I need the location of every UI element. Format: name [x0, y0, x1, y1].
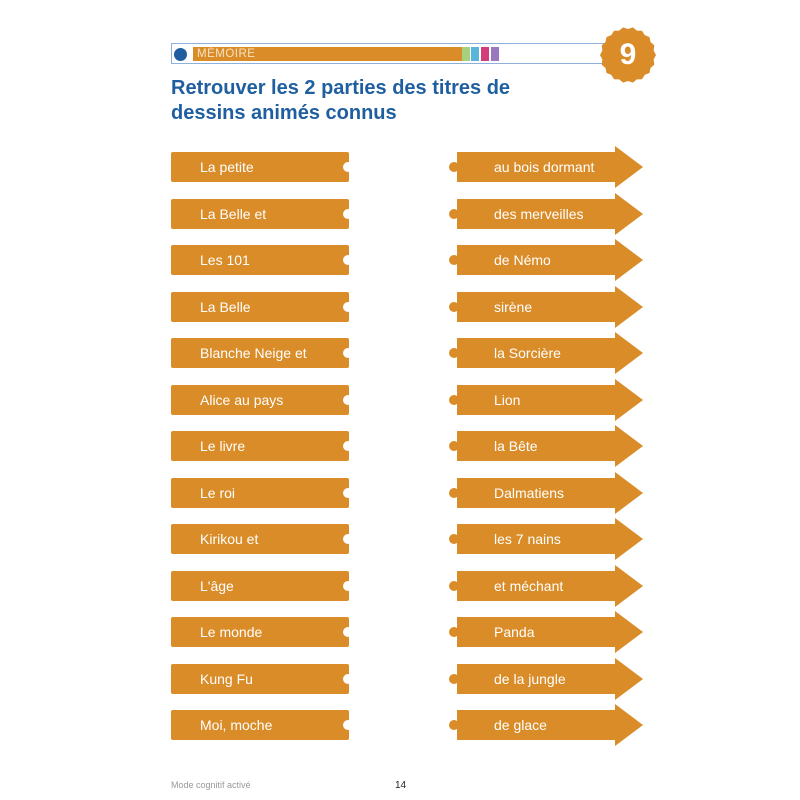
left-piece-text: Alice au pays: [200, 391, 284, 408]
left-title-piece[interactable]: Kung Fu: [171, 663, 353, 694]
arrow-shape: [449, 564, 643, 607]
left-piece-text: Le monde: [200, 624, 263, 640]
arrow-shape: [449, 471, 643, 514]
color-square-blue: [471, 47, 479, 61]
left-title-piece[interactable]: Blanche Neige et: [171, 338, 353, 368]
puzzle-notch: [343, 534, 353, 544]
puzzle-notch: [343, 301, 353, 312]
left-piece-text: Kung Fu: [200, 670, 253, 687]
left-piece-text: La Belle: [200, 298, 251, 315]
right-title-piece[interactable]: la Sorcière: [447, 332, 647, 374]
right-piece-text: et méchant: [494, 577, 564, 594]
puzzle-notch: [343, 580, 353, 591]
right-title-piece[interactable]: de glace: [447, 704, 647, 746]
right-title-piece[interactable]: des merveilles: [447, 192, 647, 235]
arrow-shape: [449, 378, 643, 421]
left-piece-text: La petite: [200, 159, 254, 175]
left-piece-text: Le roi: [200, 484, 236, 501]
left-title-piece[interactable]: L'âge: [171, 570, 353, 601]
puzzle-notch: [343, 487, 353, 498]
puzzle-notch: [343, 348, 353, 358]
right-piece-text: au bois dormant: [494, 159, 595, 175]
arrow-shape: [449, 332, 643, 374]
left-title-piece[interactable]: La Belle: [171, 291, 353, 322]
left-title-piece[interactable]: Moi, moche: [171, 710, 353, 740]
right-piece-text: Panda: [494, 624, 535, 640]
puzzle-notch: [343, 441, 353, 451]
left-piece-text: Le livre: [200, 438, 246, 454]
arrow-shape: [449, 192, 643, 235]
right-piece-text: les 7 nains: [494, 531, 561, 547]
footer-text: Mode cognitif activé: [171, 780, 251, 790]
arrow-shape: [449, 704, 643, 746]
puzzle-notch: [343, 394, 353, 405]
left-title-piece[interactable]: Le roi: [171, 477, 353, 508]
category-dot: [174, 48, 187, 61]
color-square-purple: [491, 47, 499, 61]
page-number: 14: [395, 780, 407, 791]
left-title-piece[interactable]: Le livre: [171, 431, 353, 461]
color-square-pink: [481, 47, 489, 61]
arrow-shape: [449, 285, 643, 328]
right-title-piece[interactable]: sirène: [447, 285, 647, 328]
left-piece-text: Blanche Neige et: [200, 345, 307, 361]
left-piece-text: Moi, moche: [200, 717, 273, 733]
right-piece-text: de la jungle: [494, 670, 566, 687]
right-title-piece[interactable]: au bois dormant: [447, 146, 647, 188]
right-title-piece[interactable]: de la jungle: [447, 657, 647, 700]
right-title-piece[interactable]: Panda: [447, 611, 647, 653]
puzzle-notch: [343, 673, 353, 684]
left-title-piece[interactable]: Le monde: [171, 617, 353, 647]
page-title: Retrouver les 2 parties des titres de de…: [171, 76, 510, 126]
right-piece-text: sirène: [494, 298, 533, 315]
arrow-shape: [449, 611, 643, 653]
right-title-piece[interactable]: Dalmatiens: [447, 471, 647, 514]
left-title-piece[interactable]: La petite: [171, 152, 353, 182]
left-piece-text: Kirikou et: [200, 531, 259, 547]
right-piece-text: des merveilles: [494, 205, 584, 222]
puzzle-notch: [343, 208, 353, 219]
right-piece-text: la Sorcière: [494, 345, 561, 361]
right-piece-text: de glace: [494, 717, 547, 733]
arrow-shape: [449, 518, 643, 560]
right-title-piece[interactable]: de Némo: [447, 239, 647, 281]
arrow-shape: [449, 425, 643, 467]
puzzle-notch: [343, 627, 353, 637]
right-title-piece[interactable]: Lion: [447, 378, 647, 421]
right-title-piece[interactable]: les 7 nains: [447, 518, 647, 560]
left-title-piece[interactable]: La Belle et: [171, 198, 353, 229]
right-piece-text: de Némo: [494, 252, 551, 268]
left-piece-text: La Belle et: [200, 205, 267, 222]
left-title-piece[interactable]: Kirikou et: [171, 524, 353, 554]
right-piece-text: la Bête: [494, 438, 538, 454]
left-title-piece[interactable]: Les 101: [171, 245, 353, 275]
puzzle-notch: [343, 720, 353, 730]
title-line-1: Retrouver les 2 parties des titres de: [171, 77, 511, 99]
exercise-number: 9: [619, 38, 637, 71]
puzzle-notch: [343, 162, 353, 172]
right-title-piece[interactable]: la Bête: [447, 425, 647, 467]
title-line-2: dessins animés connus: [171, 102, 397, 124]
color-square-green: [462, 47, 470, 61]
arrow-shape: [449, 239, 643, 281]
exercise-number-badge: 9: [600, 27, 656, 83]
right-piece-text: Dalmatiens: [494, 484, 565, 501]
puzzle-notch: [343, 255, 353, 265]
left-piece-text: Les 101: [200, 252, 250, 268]
arrow-shape: [449, 657, 643, 700]
left-piece-text: L'âge: [200, 577, 234, 594]
right-title-piece[interactable]: et méchant: [447, 564, 647, 607]
left-title-piece[interactable]: Alice au pays: [171, 384, 353, 415]
category-label: MÉMOIRE: [193, 47, 462, 61]
arrow-shape: [449, 146, 643, 188]
right-piece-text: Lion: [494, 391, 521, 408]
